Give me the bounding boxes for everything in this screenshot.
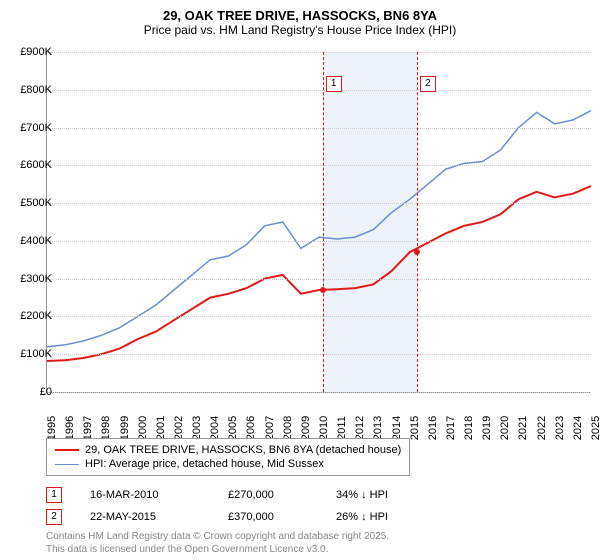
sale-delta: 26% ↓ HPI bbox=[336, 511, 426, 523]
x-axis-label: 2024 bbox=[572, 416, 584, 440]
x-axis-label: 2011 bbox=[336, 416, 348, 440]
x-axis-label: 2006 bbox=[245, 416, 257, 440]
marker-line bbox=[323, 52, 324, 392]
gridline bbox=[47, 165, 591, 166]
y-axis-label: £100K bbox=[6, 348, 52, 360]
x-axis-label: 2020 bbox=[499, 416, 511, 440]
sales-row: 1 16-MAR-2010 £270,000 34% ↓ HPI bbox=[46, 484, 426, 506]
x-axis-label: 2015 bbox=[409, 416, 421, 440]
x-axis-label: 1998 bbox=[100, 416, 112, 440]
sales-row: 2 22-MAY-2015 £370,000 26% ↓ HPI bbox=[46, 506, 426, 528]
marker-line bbox=[417, 52, 418, 392]
x-axis-label: 2003 bbox=[191, 416, 203, 440]
legend-item: 29, OAK TREE DRIVE, HASSOCKS, BN6 8YA (d… bbox=[55, 443, 401, 457]
y-axis-label: £600K bbox=[6, 159, 52, 171]
gridline bbox=[47, 279, 591, 280]
x-axis-label: 2023 bbox=[554, 416, 566, 440]
x-axis-labels: 1995199619971998199920002001200220032004… bbox=[46, 396, 590, 436]
chart-container: 29, OAK TREE DRIVE, HASSOCKS, BN6 8YA Pr… bbox=[0, 0, 600, 560]
sale-price: £370,000 bbox=[228, 511, 308, 523]
x-axis-label: 2012 bbox=[354, 416, 366, 440]
gridline bbox=[47, 90, 591, 91]
sale-price: £270,000 bbox=[228, 489, 308, 501]
gridline bbox=[47, 52, 591, 53]
footer-attribution: Contains HM Land Registry data © Crown c… bbox=[46, 530, 389, 556]
marker-box: 2 bbox=[420, 76, 436, 92]
x-axis-label: 2008 bbox=[282, 416, 294, 440]
chart-lines-svg bbox=[47, 52, 591, 392]
sale-marker-icon: 1 bbox=[46, 487, 62, 503]
series-line-price_paid bbox=[47, 186, 591, 361]
sale-delta: 34% ↓ HPI bbox=[336, 489, 426, 501]
gridline bbox=[47, 354, 591, 355]
x-axis-label: 2014 bbox=[391, 416, 403, 440]
chart-subtitle: Price paid vs. HM Land Registry's House … bbox=[0, 23, 600, 43]
x-axis-label: 2000 bbox=[137, 416, 149, 440]
sale-dot bbox=[414, 249, 420, 255]
x-axis-label: 1996 bbox=[64, 416, 76, 440]
x-axis-label: 2017 bbox=[445, 416, 457, 440]
sales-table: 1 16-MAR-2010 £270,000 34% ↓ HPI 2 22-MA… bbox=[46, 484, 426, 528]
gridline bbox=[47, 392, 591, 393]
y-axis-label: £300K bbox=[6, 273, 52, 285]
x-axis-label: 2025 bbox=[590, 416, 600, 440]
x-axis-label: 1995 bbox=[46, 416, 58, 440]
x-axis-label: 2009 bbox=[300, 416, 312, 440]
x-axis-label: 2022 bbox=[536, 416, 548, 440]
y-axis-label: £200K bbox=[6, 310, 52, 322]
x-axis-label: 1999 bbox=[119, 416, 131, 440]
y-axis-label: £500K bbox=[6, 197, 52, 209]
gridline bbox=[47, 316, 591, 317]
legend-label: 29, OAK TREE DRIVE, HASSOCKS, BN6 8YA (d… bbox=[85, 444, 401, 456]
y-axis-label: £400K bbox=[6, 235, 52, 247]
x-axis-label: 2002 bbox=[173, 416, 185, 440]
y-axis-label: £0 bbox=[6, 386, 52, 398]
x-axis-label: 2005 bbox=[227, 416, 239, 440]
y-axis-label: £700K bbox=[6, 122, 52, 134]
y-axis-label: £900K bbox=[6, 46, 52, 58]
gridline bbox=[47, 241, 591, 242]
footer-line: This data is licensed under the Open Gov… bbox=[46, 543, 389, 556]
x-axis-label: 2019 bbox=[481, 416, 493, 440]
sale-date: 22-MAY-2015 bbox=[90, 511, 200, 523]
legend-label: HPI: Average price, detached house, Mid … bbox=[85, 458, 324, 470]
legend-swatch bbox=[55, 449, 79, 451]
chart-plot-area: 12 bbox=[46, 52, 591, 393]
footer-line: Contains HM Land Registry data © Crown c… bbox=[46, 530, 389, 543]
x-axis-label: 2013 bbox=[372, 416, 384, 440]
x-axis-label: 2010 bbox=[318, 416, 330, 440]
x-axis-label: 1997 bbox=[82, 416, 94, 440]
x-axis-label: 2016 bbox=[427, 416, 439, 440]
x-axis-label: 2001 bbox=[155, 416, 167, 440]
x-axis-label: 2004 bbox=[209, 416, 221, 440]
legend-swatch bbox=[55, 464, 79, 465]
x-axis-label: 2018 bbox=[463, 416, 475, 440]
series-line-hpi bbox=[47, 111, 591, 347]
chart-title: 29, OAK TREE DRIVE, HASSOCKS, BN6 8YA bbox=[0, 0, 600, 23]
marker-box: 1 bbox=[326, 76, 342, 92]
legend-item: HPI: Average price, detached house, Mid … bbox=[55, 457, 401, 471]
sale-date: 16-MAR-2010 bbox=[90, 489, 200, 501]
gridline bbox=[47, 203, 591, 204]
x-axis-label: 2021 bbox=[517, 416, 529, 440]
y-axis-label: £800K bbox=[6, 84, 52, 96]
legend: 29, OAK TREE DRIVE, HASSOCKS, BN6 8YA (d… bbox=[46, 438, 410, 476]
x-axis-label: 2007 bbox=[264, 416, 276, 440]
gridline bbox=[47, 128, 591, 129]
sale-marker-icon: 2 bbox=[46, 509, 62, 525]
sale-dot bbox=[320, 287, 326, 293]
